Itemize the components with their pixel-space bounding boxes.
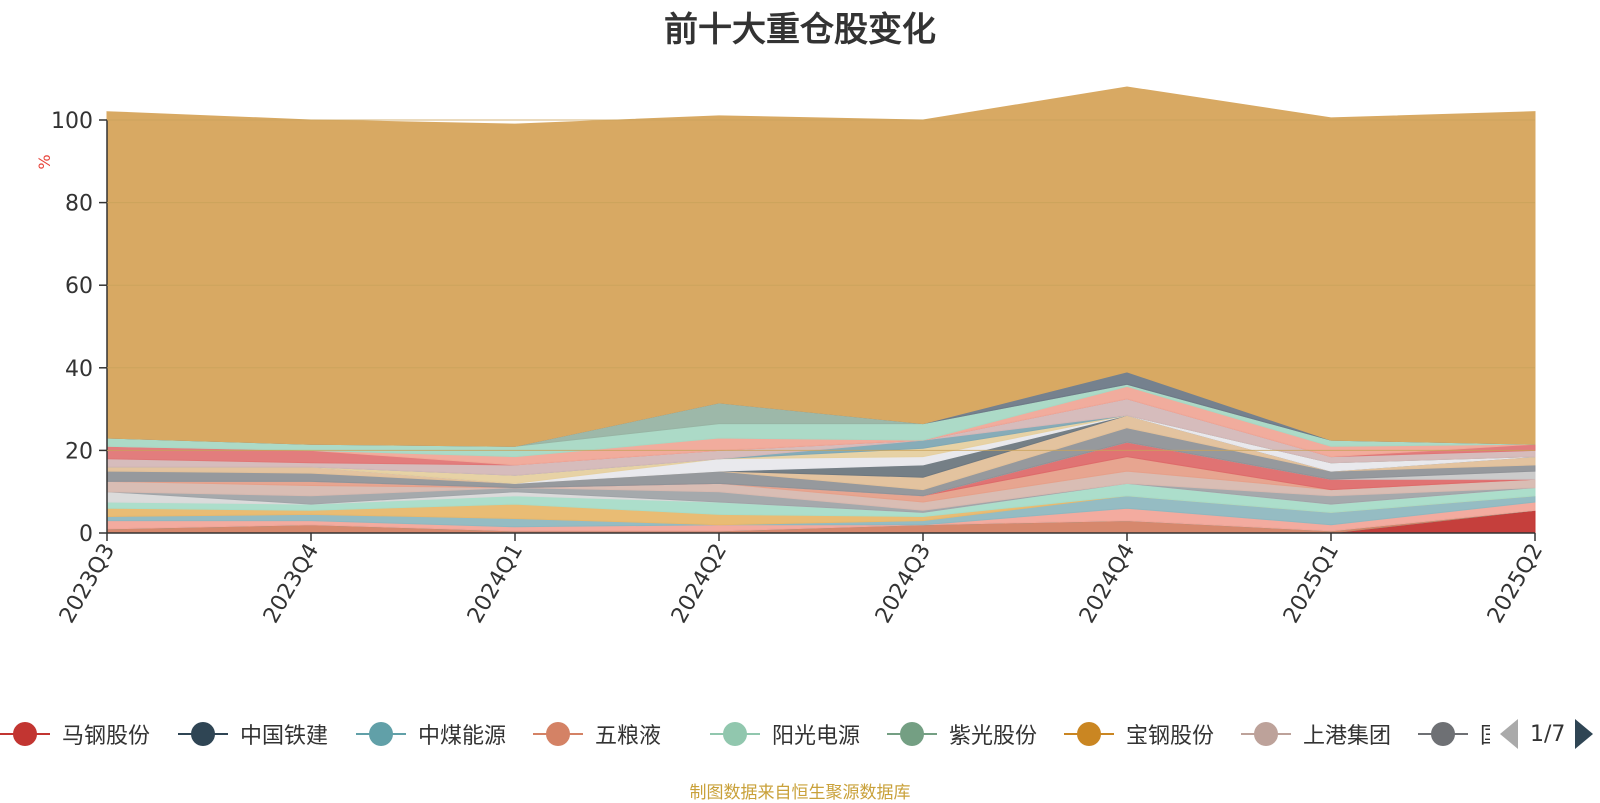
legend-item[interactable]: 中煤能源: [356, 714, 506, 754]
legend-marker-icon: [887, 721, 937, 747]
legend-marker-icon: [533, 721, 583, 747]
legend-label: 宝钢股份: [1126, 724, 1215, 749]
x-tick-label: 2024Q3: [871, 540, 936, 628]
y-tick-label: 20: [65, 439, 93, 464]
legend-marker-icon: [356, 721, 406, 747]
legend-label: 马钢股份: [62, 724, 151, 749]
legend-prev-page-arrow-icon[interactable]: [1500, 719, 1518, 749]
source-note: 制图数据来自恒生聚源数据库: [689, 783, 911, 803]
y-tick-label: 0: [79, 522, 93, 547]
legend-item[interactable]: 五粮液: [533, 714, 661, 754]
x-tick-label: 2024Q1: [463, 540, 528, 628]
legend-item[interactable]: 宝钢股份: [1064, 714, 1214, 754]
legend-item[interactable]: 紫光股份: [887, 714, 1037, 754]
y-tick-label: 40: [65, 357, 93, 382]
chart-title: 前十大重仓股变化: [664, 10, 936, 50]
legend-label: 中煤能源: [418, 724, 507, 749]
legend-label: 国泰君安: [1480, 718, 1490, 750]
legend-page-indicator: 1/7: [1530, 721, 1566, 747]
x-tick-label: 2025Q1: [1279, 540, 1344, 628]
area-series-31: [106, 86, 1536, 447]
legend: 马钢股份 中国铁建 中煤能源 五粮液 阳光电源 紫光股份 宝钢股份 上港集团 国泰君安: [0, 714, 1490, 754]
legend-label: 紫光股份: [949, 724, 1038, 749]
legend-item[interactable]: 中国铁建: [178, 714, 328, 754]
legend-item[interactable]: 阳光电源: [710, 714, 860, 754]
x-tick-label: 2023Q3: [55, 540, 120, 628]
x-tick-label: 2024Q2: [667, 540, 732, 628]
x-tick-label: 2024Q4: [1075, 540, 1140, 628]
legend-marker-icon: [0, 721, 50, 747]
legend-marker-icon: [710, 721, 760, 747]
legend-item[interactable]: 马钢股份: [0, 714, 150, 754]
legend-label: 上港集团: [1303, 724, 1392, 749]
legend-pager: 1/7: [1500, 714, 1600, 754]
legend-marker-icon: [1064, 721, 1114, 747]
legend-label: 阳光电源: [772, 724, 861, 749]
legend-marker-icon: [1418, 721, 1468, 747]
legend-label: 五粮液: [595, 724, 662, 749]
legend-marker-icon: [1241, 721, 1291, 747]
x-tick-label: 2023Q4: [259, 540, 324, 628]
y-axis-unit-label: %: [35, 154, 54, 169]
legend-next-page-arrow-icon[interactable]: [1575, 719, 1594, 749]
y-tick-label: 100: [51, 109, 93, 134]
y-tick-label: 60: [65, 274, 93, 299]
legend-label: 中国铁建: [240, 724, 329, 749]
legend-item[interactable]: 上港集团: [1241, 714, 1391, 754]
y-tick-label: 80: [65, 192, 93, 217]
legend-item[interactable]: 国泰君安: [1418, 714, 1490, 754]
x-tick-label: 2025Q2: [1483, 540, 1548, 628]
legend-marker-icon: [178, 721, 228, 747]
